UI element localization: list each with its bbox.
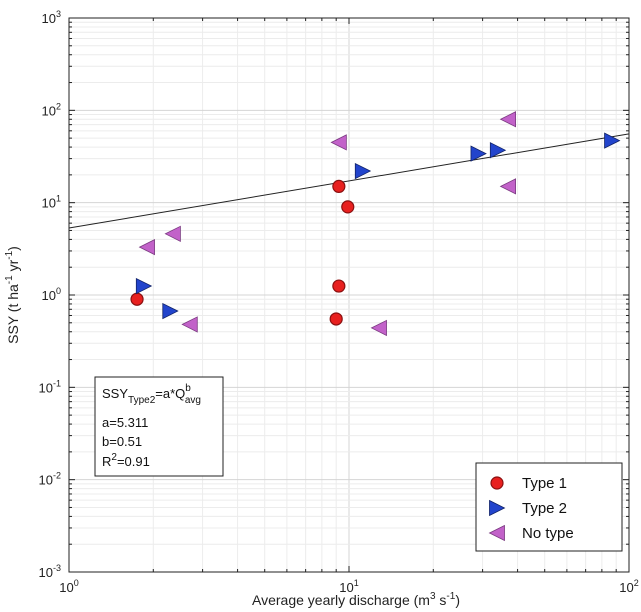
- y-tick-label-exponent: 2: [56, 101, 61, 111]
- legend-marker-no-type: [488, 524, 505, 542]
- eq-r-value: =0.91: [117, 454, 150, 469]
- eq-ssy-sub: Type2: [128, 395, 156, 406]
- x-tick-label: 102: [619, 578, 638, 595]
- y-tick-label: 100: [42, 286, 61, 303]
- axis-ticks: [68, 17, 630, 573]
- type-1-point: [332, 279, 346, 293]
- x-tick-label-base: 10: [339, 580, 353, 595]
- legend-label-type-2: Type 2: [522, 500, 567, 517]
- y-tick-label-exponent: 1: [56, 194, 61, 204]
- legend-label-type-1: Type 1: [522, 475, 567, 492]
- legend-marker-type-2: [489, 499, 506, 517]
- eq-q-sub: avg: [185, 395, 201, 406]
- no-type-point: [330, 134, 347, 151]
- y-tick-label: 10-1: [39, 378, 61, 395]
- legend-marker-type-1: [490, 476, 504, 490]
- y-tick-label-base: 10: [42, 196, 56, 211]
- y-tick-label-base: 10: [42, 11, 56, 26]
- type-2-point: [604, 132, 621, 149]
- type-2-point: [354, 162, 372, 180]
- type-2-point: [135, 277, 153, 295]
- y-tick-label-exponent: 0: [56, 286, 61, 296]
- x-tick-label-exponent: 0: [74, 578, 79, 588]
- legend-label-no-type: No type: [522, 525, 574, 542]
- equation-line-2: a=5.311: [102, 415, 148, 430]
- y-axis-label-end: ): [5, 246, 21, 251]
- y-tick-label-exponent: -2: [53, 471, 61, 481]
- y-tick-label-base: 10: [39, 380, 53, 395]
- fit-line: [68, 133, 630, 229]
- no-type-point: [499, 111, 516, 128]
- no-type-point: [164, 225, 181, 242]
- eq-exponent: b: [185, 383, 191, 394]
- equation-line-1: SSYType2=a*Qb avg: [102, 383, 201, 406]
- x-axis-label-end: ): [455, 592, 460, 608]
- y-axis-label-sup2: -1: [4, 250, 15, 259]
- legend: Type 1 Type 2 No type: [475, 462, 623, 552]
- type-2-point: [162, 302, 179, 320]
- type-2-point: [470, 145, 487, 162]
- type-1-point: [329, 312, 343, 326]
- x-axis-label-mid: s: [436, 592, 447, 608]
- eq-ssy: SSY: [102, 386, 128, 401]
- eq-r: R: [102, 454, 111, 469]
- y-tick-label: 10-3: [39, 563, 61, 580]
- x-tick-labels: 100 101 102: [59, 578, 638, 595]
- data-points: [130, 111, 621, 337]
- type-1-point: [341, 200, 355, 214]
- x-axis-label-sup1: 3: [430, 591, 436, 602]
- y-tick-label-base: 10: [39, 565, 53, 580]
- y-tick-label: 102: [42, 101, 61, 118]
- eq-body: =a*Q: [155, 386, 185, 401]
- y-axis-label-text: SSY (t ha: [5, 284, 21, 344]
- x-tick-label-base: 10: [59, 580, 73, 595]
- eq-r-sup: 2: [111, 452, 117, 463]
- y-tick-label-base: 10: [42, 288, 56, 303]
- equation-line-4: R2=0.91: [102, 452, 150, 469]
- x-tick-label-exponent: 1: [354, 578, 359, 588]
- equation-box-frame: [94, 376, 224, 477]
- no-type-point: [499, 178, 516, 195]
- y-tick-label: 10-2: [39, 471, 61, 488]
- y-tick-label: 103: [42, 9, 61, 26]
- y-tick-label-base: 10: [39, 473, 53, 488]
- type-1-point: [130, 292, 144, 306]
- legend-items: Type 1 Type 2 No type: [488, 475, 574, 542]
- no-type-point: [138, 238, 155, 256]
- y-tick-label-exponent: 3: [56, 9, 61, 19]
- x-axis-label-text: Average yearly discharge (m: [252, 592, 430, 608]
- y-tick-label-exponent: -3: [53, 563, 61, 573]
- equation-box: SSYType2=a*Qb avg a=5.311 b=0.51 R2=0.91: [94, 376, 224, 477]
- no-type-point: [370, 319, 387, 337]
- x-axis-label-sup2: -1: [446, 591, 455, 602]
- x-tick-label-exponent: 2: [634, 578, 639, 588]
- no-type-point: [181, 316, 198, 333]
- y-axis-label: SSY (t ha-1 yr-1): [4, 246, 21, 344]
- y-tick-label-base: 10: [42, 103, 56, 118]
- type-1-point: [332, 179, 346, 194]
- equation-line-3: b=0.51: [102, 434, 142, 449]
- y-tick-label: 101: [42, 194, 61, 211]
- y-axis-label-mid: yr: [5, 259, 21, 275]
- x-axis-label: Average yearly discharge (m3 s-1): [252, 591, 460, 608]
- type-2-point: [489, 142, 507, 159]
- x-tick-label: 101: [339, 578, 358, 595]
- y-axis-label-sup1: -1: [4, 275, 15, 284]
- y-tick-label-exponent: -1: [53, 378, 61, 388]
- x-tick-label: 100: [59, 578, 78, 595]
- x-tick-label-base: 10: [619, 580, 633, 595]
